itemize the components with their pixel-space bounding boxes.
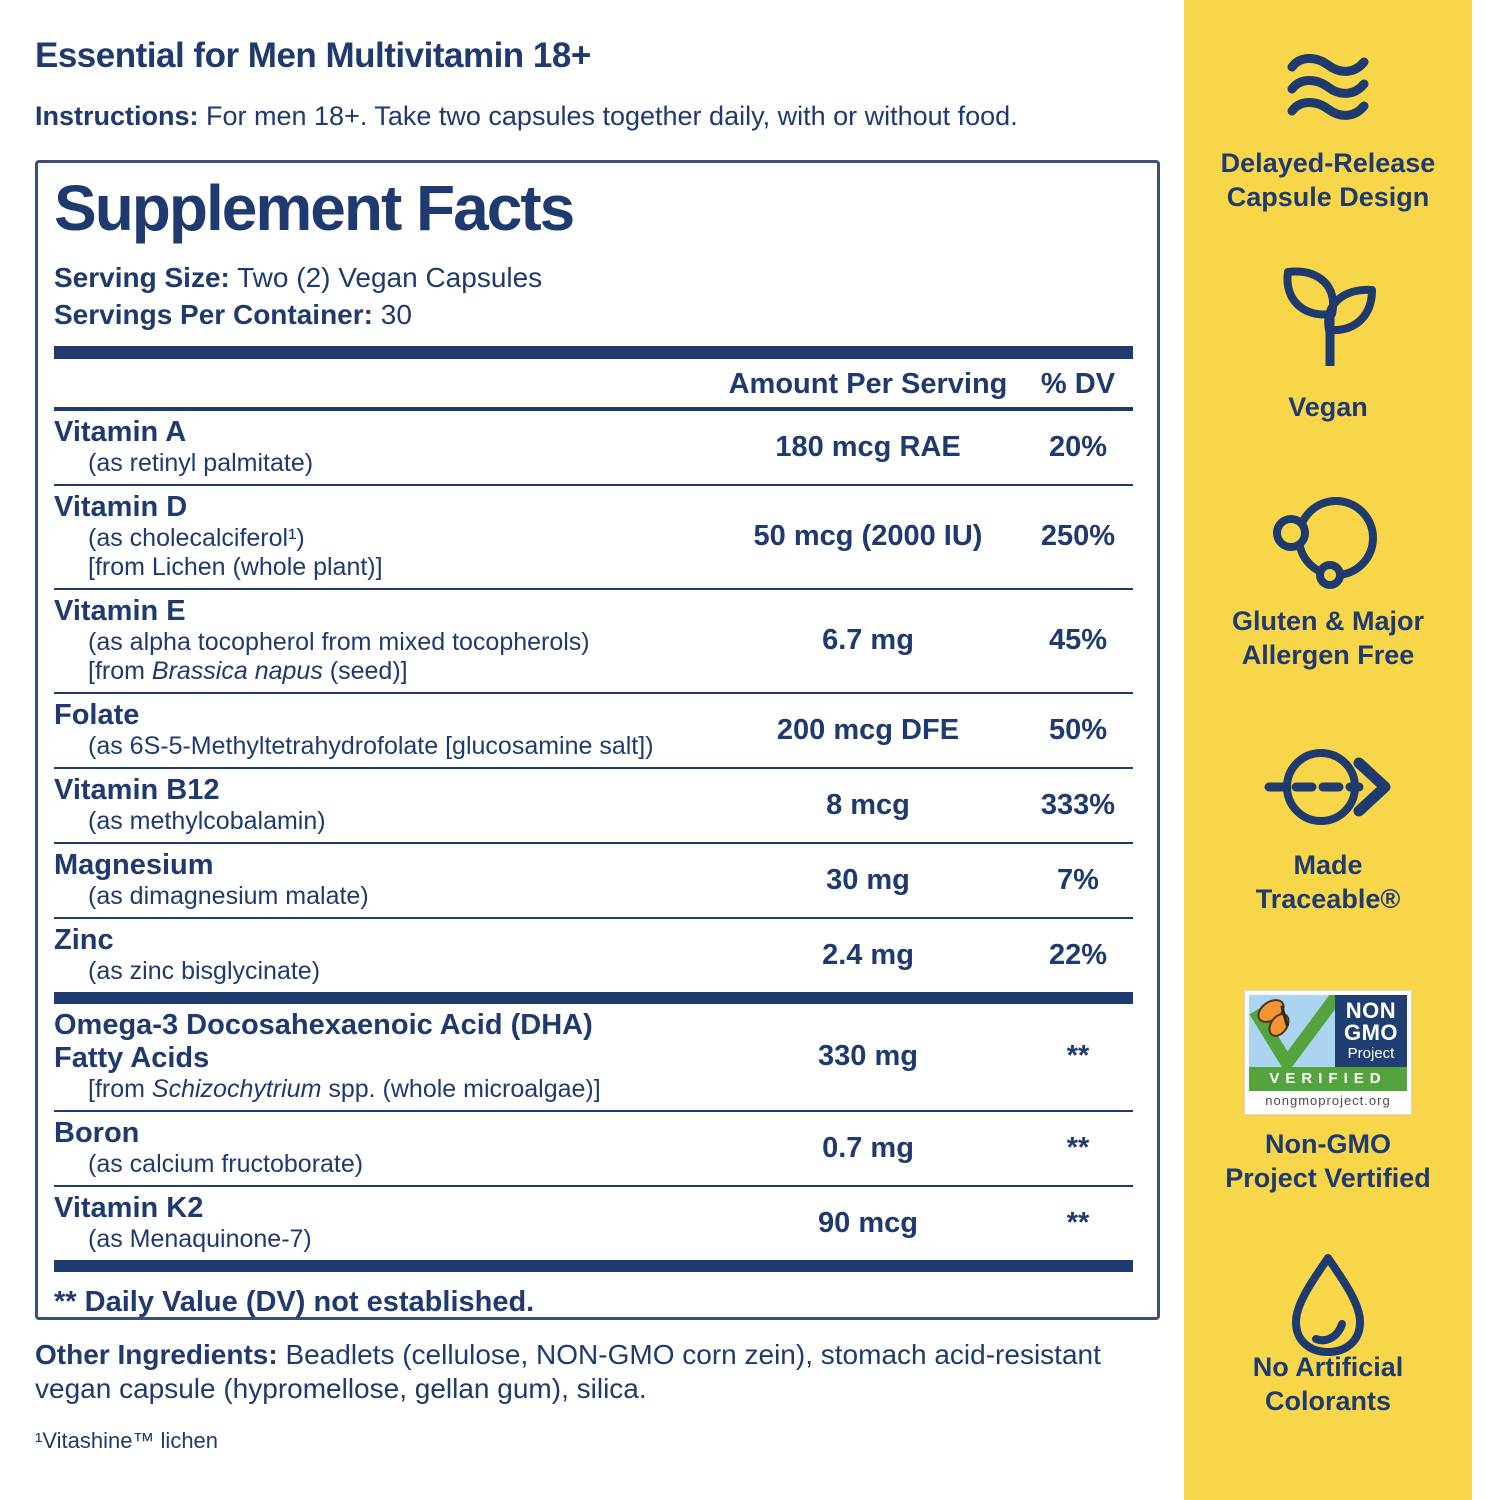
amount-per-serving: 330 mg	[818, 1040, 918, 1072]
table-header: Amount Per Serving % DV	[54, 359, 1133, 411]
nutrient-source: (as alpha tocopherol from mixed tocopher…	[88, 628, 590, 656]
droplet-icon	[1184, 1254, 1472, 1356]
serving-size-label: Serving Size:	[54, 262, 230, 293]
header-percent-dv: % DV	[1040, 368, 1116, 400]
table-row: Vitamin D (as cholecalciferol¹) [from Lich…	[54, 486, 1133, 590]
nutrient-name: Zinc	[54, 924, 114, 956]
benefit-label-no-colorants: No Artificial Colorants	[1252, 1352, 1404, 1416]
divider-thick-top	[54, 346, 1133, 359]
header-amount-per-serving: Amount Per Serving	[728, 368, 1008, 400]
nutrient-source: [from Lichen (whole plant)]	[88, 553, 383, 581]
serving-info: Serving Size: Two (2) Vegan Capsules Ser…	[54, 259, 1133, 333]
page-title: Essential for Men Multivitamin 18+	[35, 36, 591, 75]
badge-text-project: Project	[1347, 1045, 1395, 1062]
supplement-facts-title: Supplement Facts	[54, 172, 575, 244]
nutrient-name: Magnesium	[54, 849, 214, 881]
table-row: Boron (as calcium fructoborate) 0.7 mg **	[54, 1112, 1133, 1187]
table-row: Vitamin E (as alpha tocopherol from mixed…	[54, 590, 1133, 694]
nutrient-name: Vitamin E	[54, 595, 186, 627]
amount-per-serving: 0.7 mg	[822, 1131, 914, 1164]
supplement-facts-panel: Supplement Facts Serving Size: Two (2) V…	[35, 160, 1160, 1320]
percent-dv: 50%	[1048, 713, 1108, 746]
nutrient-source: [from Brassica napus (seed)]	[88, 657, 408, 685]
divider-thick-bottom	[54, 1260, 1133, 1272]
nutrient-name: Omega-3 Docosahexaenoic Acid (DHA)	[54, 1009, 593, 1041]
servings-value: 30	[372, 299, 412, 330]
amount-per-serving: 200 mcg DFE	[776, 713, 960, 746]
nutrient-source: (as calcium fructoborate)	[88, 1150, 364, 1178]
amount-per-serving: 8 mcg	[826, 788, 910, 821]
percent-dv: 22%	[1048, 938, 1108, 971]
nutrient-source: [from Schizochytrium spp. (whole microal…	[88, 1075, 601, 1103]
percent-dv: 333%	[1040, 788, 1116, 821]
non-gmo-badge-art	[1249, 995, 1335, 1067]
waves-icon	[1184, 52, 1472, 122]
nutrient-name-line2: Fatty Acids	[54, 1042, 210, 1074]
benefit-label-delayed-release: Delayed-Release Capsule Design	[1220, 148, 1436, 212]
serving-size-value: Two (2) Vegan Capsules	[229, 262, 543, 293]
percent-dv: 7%	[1057, 863, 1099, 896]
nutrient-name: Vitamin B12	[54, 774, 220, 806]
servings-label: Servings Per Container:	[54, 299, 373, 330]
table-row: Vitamin K2 (as Menaquinone-7) 90 mcg **	[54, 1187, 1133, 1260]
table-row: Omega-3 Docosahexaenoic Acid (DHA) Fatty …	[54, 1004, 1133, 1112]
nutrient-name: Vitamin K2	[54, 1192, 204, 1224]
amount-per-serving: 180 mcg RAE	[775, 430, 961, 463]
table-row: Zinc (as zinc bisglycinate) 2.4 mg 22%	[54, 919, 1133, 992]
instructions: Instructions: For men 18+. Take two caps…	[35, 100, 1165, 133]
instructions-label: Instructions:	[35, 101, 199, 131]
amount-per-serving: 6.7 mg	[822, 624, 914, 656]
nutrient-source: (as retinyl palmitate)	[88, 449, 314, 477]
benefit-label-made-traceable: Made Traceable®	[1255, 850, 1401, 914]
benefits-sidebar: Delayed-Release Capsule Design Vegan Glut…	[1184, 0, 1472, 1500]
nutrient-source: (as 6S-5-Methyltetrahydrofolate [glucosa…	[88, 732, 654, 760]
molecule-circles-icon	[1184, 486, 1472, 594]
benefit-label-gluten-free: Gluten & Major Allergen Free	[1231, 606, 1424, 670]
divider-thick-middle	[54, 992, 1133, 1004]
table-row: Vitamin A (as retinyl palmitate) 180 mcg …	[54, 411, 1133, 486]
nutrient-source: (as dimagnesium malate)	[88, 882, 369, 910]
vitashine-footnote: ¹Vitashine™ lichen	[35, 1428, 219, 1453]
percent-dv: **	[1066, 1131, 1090, 1164]
amount-per-serving: 50 mcg (2000 IU)	[753, 520, 983, 552]
table-row: Folate (as 6S-5-Methyltetrahydrofolate [g…	[54, 694, 1133, 769]
other-ingredients-label: Other Ingredients:	[35, 1339, 278, 1370]
nutrient-name: Vitamin D	[54, 491, 188, 523]
amount-per-serving: 30 mg	[826, 863, 910, 896]
dv-footnote: ** Daily Value (DV) not established.	[54, 1286, 535, 1318]
benefit-label-vegan: Vegan	[1288, 392, 1368, 422]
non-gmo-badge: NON GMO Project VERIFIED nongmoproject.o…	[1184, 991, 1472, 1114]
nutrient-source: (as methylcobalamin)	[88, 807, 326, 835]
badge-text-non: NON	[1345, 998, 1397, 1023]
serving-size-line: Serving Size: Two (2) Vegan Capsules	[54, 259, 1133, 296]
instructions-text: For men 18+. Take two capsules together …	[198, 101, 1018, 131]
percent-dv: **	[1066, 1206, 1090, 1239]
percent-dv: **	[1066, 1040, 1090, 1072]
badge-text-gmo: GMO	[1343, 1020, 1399, 1045]
amount-per-serving: 2.4 mg	[822, 938, 914, 971]
sprout-icon	[1184, 266, 1472, 370]
header-spacer	[54, 368, 713, 401]
nutrient-source: (as cholecalciferol¹)	[88, 524, 305, 552]
other-ingredients-text: Beadlets (cellulose, NON-GMO corn zein),…	[35, 1339, 1101, 1404]
nutrient-name: Vitamin A	[54, 416, 187, 448]
table-row: Vitamin B12 (as methylcobalamin) 8 mcg 33…	[54, 769, 1133, 844]
badge-url: nongmoproject.org	[1265, 1093, 1391, 1108]
percent-dv: 20%	[1048, 430, 1108, 463]
traceable-arrow-icon	[1184, 741, 1472, 833]
percent-dv: 45%	[1048, 624, 1108, 656]
nutrient-name: Boron	[54, 1117, 140, 1149]
servings-per-container-line: Servings Per Container: 30	[54, 296, 1133, 333]
nutrient-source: (as zinc bisglycinate)	[88, 957, 321, 985]
nutrient-source: (as Menaquinone-7)	[88, 1225, 312, 1253]
amount-per-serving: 90 mcg	[818, 1206, 918, 1239]
other-ingredients: Other Ingredients: Beadlets (cellulose, …	[35, 1338, 1165, 1406]
benefit-label-non-gmo: Non-GMO Project Vertified	[1225, 1129, 1431, 1193]
badge-text-verified: VERIFIED	[1249, 1067, 1407, 1091]
nutrient-name: Folate	[54, 699, 140, 731]
table-row: Magnesium (as dimagnesium malate) 30 mg 7…	[54, 844, 1133, 919]
percent-dv: 250%	[1040, 520, 1116, 552]
